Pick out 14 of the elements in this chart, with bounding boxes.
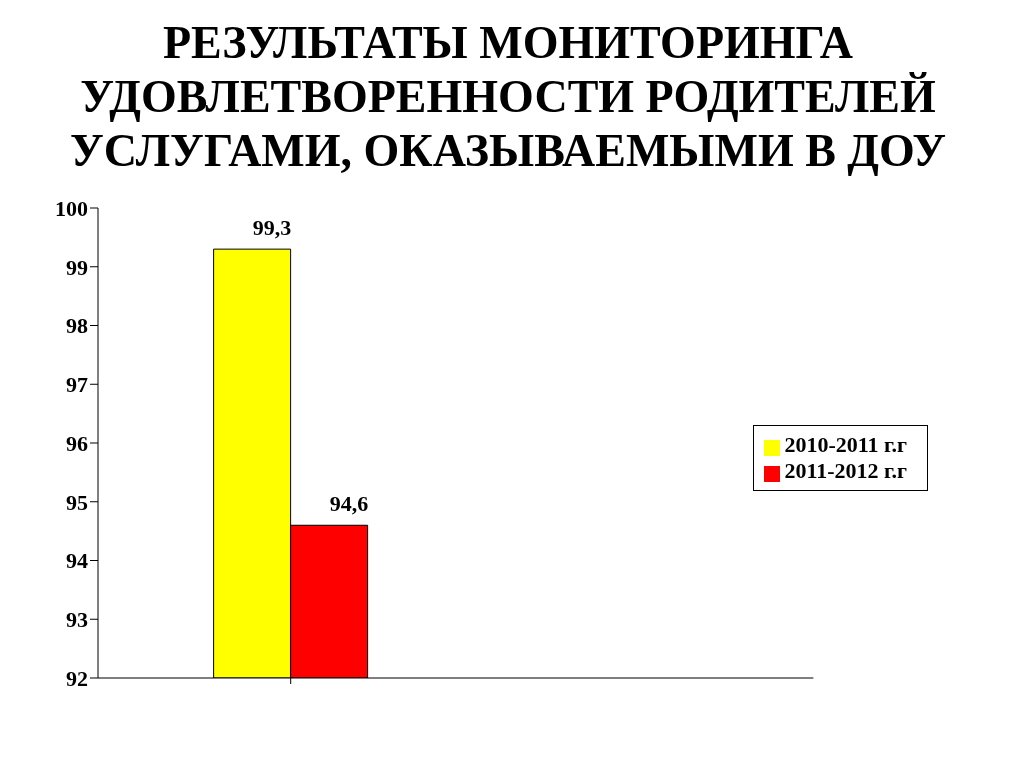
y-tick-label: 92 [66, 665, 88, 691]
legend-label: 2010-2011 г.г [784, 432, 907, 457]
y-tick-label: 99 [66, 254, 88, 280]
data-label: 94,6 [329, 491, 369, 517]
data-label: 99,3 [252, 215, 292, 241]
y-tick-label: 96 [66, 430, 88, 456]
y-tick-label: 100 [55, 195, 88, 221]
legend-label: 2011-2012 г.г [784, 458, 907, 483]
y-tick-label: 94 [66, 548, 88, 574]
y-tick-label: 97 [66, 372, 88, 398]
chart-title: РЕЗУЛЬТАТЫ МОНИТОРИНГА УДОВЛЕТВОРЕННОСТИ РОДИТЕЛЕЙ УСЛУГАМИ, ОКАЗЫВАЕМЫМИ В ДОУ [69, 16, 947, 178]
y-tick-label: 98 [66, 313, 88, 339]
y-tick-label: 95 [66, 489, 88, 515]
y-tick-label: 93 [66, 607, 88, 633]
